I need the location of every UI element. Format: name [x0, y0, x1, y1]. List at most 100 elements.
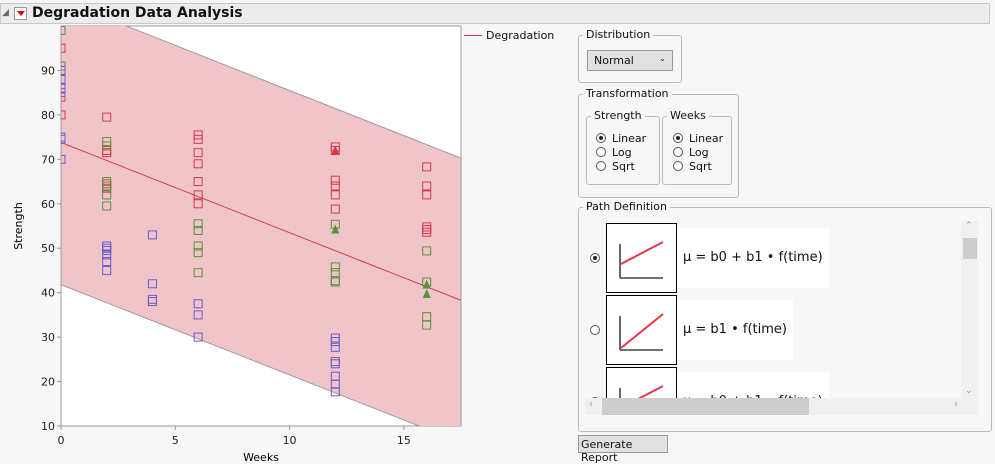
y-tick-label: 60: [41, 198, 55, 211]
data-point: [330, 359, 340, 369]
data-point: [61, 65, 66, 75]
path-radio[interactable]: [590, 325, 600, 335]
data-point: [422, 246, 432, 256]
path-formula: μ = b0 + b1 • f(time): [677, 372, 829, 398]
weeks-option-log[interactable]: Log: [673, 145, 723, 159]
option-label: Log: [612, 145, 632, 159]
data-point: [330, 262, 340, 272]
path-item[interactable]: μ = b1 • f(time): [585, 295, 793, 365]
data-point: [330, 175, 340, 185]
horizontal-scrollbar[interactable]: ‹ ›: [585, 398, 978, 415]
radio-button[interactable]: [673, 147, 683, 157]
scroll-down-icon[interactable]: ⌄: [965, 386, 973, 396]
distribution-value: Normal: [594, 54, 634, 67]
path-thumbnail: [606, 223, 677, 293]
data-point: [422, 227, 432, 237]
radio-button[interactable]: [673, 161, 683, 171]
strength-option-sqrt[interactable]: Sqrt: [596, 159, 646, 173]
option-label: Linear: [612, 131, 647, 145]
data-point: [330, 342, 340, 352]
transformation-label: Transformation: [583, 87, 672, 100]
legend-line: [464, 35, 482, 36]
x-tick-label: 15: [397, 434, 411, 447]
fit-line: [61, 141, 461, 301]
data-point: [193, 159, 203, 169]
data-point: [330, 204, 340, 214]
degradation-plot[interactable]: 0 5 10 15 10 20 30 40 50 60 70 80 90 Weeks Strength: [0, 24, 560, 464]
scroll-right-icon[interactable]: ›: [954, 399, 958, 410]
path-radio[interactable]: [590, 253, 600, 263]
scroll-up-icon[interactable]: ⌃: [965, 221, 973, 231]
data-point: [61, 43, 66, 53]
distribution-select[interactable]: Normal ⌄: [587, 50, 673, 71]
x-axis-label: Weeks: [243, 451, 279, 464]
y-tick-label: 30: [41, 331, 55, 344]
path-formula: μ = b0 + b1 • f(time): [677, 228, 829, 288]
data-point: [61, 74, 66, 84]
radio-button[interactable]: [596, 161, 606, 171]
data-point: [102, 148, 112, 158]
mean-marker: [331, 145, 340, 155]
red-triangle-menu-icon[interactable]: [14, 7, 27, 20]
data-point: [102, 112, 112, 122]
strength-option-log[interactable]: Log: [596, 145, 646, 159]
data-point: [102, 190, 112, 200]
data-point: [147, 297, 157, 307]
data-point: [61, 134, 66, 144]
data-point: [422, 162, 432, 172]
data-point: [193, 190, 203, 200]
data-point: [193, 310, 203, 320]
y-axis-label: Strength: [12, 202, 25, 250]
data-point: [61, 88, 66, 98]
data-point: [193, 199, 203, 209]
radio-button[interactable]: [596, 147, 606, 157]
option-label: Log: [689, 145, 709, 159]
disclosure-triangle-icon[interactable]: ◢: [2, 8, 9, 18]
generate-report-button[interactable]: Generate Report: [578, 435, 668, 464]
data-point: [193, 332, 203, 342]
data-point: [102, 141, 112, 151]
data-point: [193, 219, 203, 229]
data-point: [330, 190, 340, 200]
weeks-label: Weeks: [667, 109, 709, 122]
data-point: [193, 177, 203, 187]
legend-label: Degradation: [486, 29, 555, 42]
x-tick-label: 10: [283, 434, 297, 447]
mean-marker: [422, 279, 431, 289]
report-title: Degradation Data Analysis: [32, 5, 243, 21]
data-point: [330, 181, 340, 191]
data-point: [422, 190, 432, 200]
strength-label: Strength: [591, 109, 645, 122]
y-tick-label: 10: [41, 420, 55, 433]
path-thumbnail: [606, 295, 677, 365]
data-point: [193, 268, 203, 278]
data-point: [102, 265, 112, 275]
data-point: [422, 181, 432, 191]
weeks-option-linear[interactable]: Linear: [673, 131, 723, 145]
data-point: [422, 320, 432, 330]
data-point: [330, 277, 340, 287]
data-point: [61, 26, 66, 35]
data-point: [102, 257, 112, 267]
chevron-down-icon: ⌄: [659, 54, 666, 63]
prediction-band: [61, 26, 461, 426]
radio-button[interactable]: [673, 133, 683, 143]
data-point: [193, 241, 203, 251]
data-point: [102, 201, 112, 211]
vertical-scrollbar[interactable]: ⌃ ⌄: [961, 221, 978, 398]
data-point: [330, 387, 340, 397]
y-tick-label: 40: [41, 287, 55, 300]
weeks-option-sqrt[interactable]: Sqrt: [673, 159, 723, 173]
option-label: Sqrt: [612, 159, 635, 173]
x-tick-label: 5: [172, 434, 179, 447]
data-point: [61, 154, 66, 164]
scroll-left-icon[interactable]: ‹: [589, 399, 593, 410]
data-point: [193, 299, 203, 309]
data-point: [61, 110, 66, 120]
radio-button[interactable]: [596, 133, 606, 143]
path-item[interactable]: μ = b0 + b1 • f(time): [585, 367, 829, 398]
path-item[interactable]: μ = b0 + b1 • f(time): [585, 223, 829, 293]
path-definition-group: [578, 207, 992, 432]
strength-option-linear[interactable]: Linear: [596, 131, 646, 145]
path-definition-label: Path Definition: [583, 200, 670, 213]
